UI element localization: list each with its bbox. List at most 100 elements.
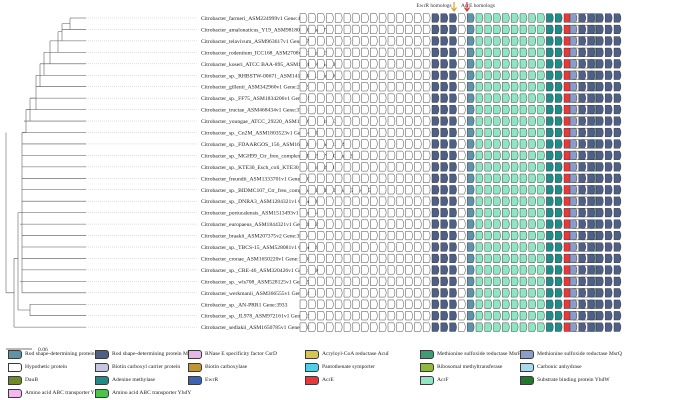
gene-arrow bbox=[484, 47, 492, 57]
gene-arrow bbox=[361, 105, 369, 115]
gene-arrow bbox=[387, 208, 396, 218]
gene-arrow bbox=[431, 311, 440, 321]
gene-arrow bbox=[326, 36, 334, 46]
gene-arrow bbox=[466, 47, 475, 57]
gene-arrow bbox=[396, 208, 404, 218]
gene-arrow bbox=[378, 82, 387, 92]
gene-arrow bbox=[537, 265, 545, 275]
gene-arrow bbox=[449, 322, 457, 332]
legend-label: Biotin carboxylase bbox=[205, 364, 248, 370]
gene-arrow bbox=[554, 82, 563, 92]
gene-arrow bbox=[587, 299, 595, 309]
gene-arrow bbox=[546, 311, 554, 321]
gene-arrow bbox=[326, 13, 334, 23]
gene-arrow bbox=[387, 219, 396, 229]
gene-arrow bbox=[510, 127, 519, 138]
gene-arrow bbox=[370, 288, 378, 298]
gene-arrow bbox=[361, 253, 369, 263]
gene-arrow bbox=[352, 299, 360, 309]
gene-arrow bbox=[587, 265, 595, 275]
gene-arrow bbox=[569, 311, 578, 321]
gene-arrow bbox=[378, 150, 387, 160]
gene-arrow bbox=[405, 82, 413, 92]
gene-arrow bbox=[440, 47, 448, 57]
gene-arrow bbox=[587, 322, 595, 332]
gene-arrow bbox=[502, 173, 510, 183]
gene-arrow bbox=[352, 24, 360, 34]
gene-arrow bbox=[317, 59, 325, 69]
gene-arrow bbox=[299, 219, 308, 229]
gene-arrow bbox=[414, 299, 422, 309]
gene-arrow bbox=[604, 162, 613, 172]
gene-arrow bbox=[596, 219, 604, 229]
gene-arrow bbox=[431, 162, 440, 172]
gene-arrow bbox=[578, 105, 586, 115]
gene-arrow bbox=[484, 82, 492, 92]
gene-arrow bbox=[431, 150, 440, 160]
gene-arrow bbox=[396, 24, 404, 34]
gene-arrow bbox=[484, 70, 492, 80]
gene-arrow bbox=[308, 24, 316, 34]
gene-arrow bbox=[484, 24, 492, 34]
gene-arrow bbox=[343, 139, 352, 149]
gene-arrow bbox=[519, 322, 528, 332]
gene-arrow bbox=[440, 59, 448, 69]
gene-arrow bbox=[466, 196, 475, 206]
gene-arrow bbox=[431, 253, 440, 263]
gene-arrow bbox=[466, 36, 475, 46]
gene-arrow bbox=[484, 36, 492, 46]
gene-arrow bbox=[308, 82, 316, 92]
gene-arrow bbox=[326, 265, 334, 275]
gene-arrow bbox=[396, 311, 404, 321]
gene-arrow bbox=[613, 70, 622, 80]
gene-arrow bbox=[596, 70, 604, 80]
gene-arrow bbox=[546, 82, 554, 92]
gene-arrow bbox=[326, 47, 334, 57]
gene-arrow bbox=[317, 13, 325, 23]
legend-label: Ribosomal methyltransferase bbox=[437, 364, 503, 370]
gene-arrow bbox=[308, 276, 316, 286]
gene-arrow bbox=[510, 299, 519, 309]
gene-arrow bbox=[370, 139, 378, 149]
gene-arrow bbox=[352, 322, 360, 332]
gene-arrow bbox=[578, 47, 586, 57]
gene-arrow bbox=[299, 299, 308, 309]
gene-arrow bbox=[378, 59, 387, 69]
gene-arrow bbox=[587, 311, 595, 321]
gene-arrow bbox=[475, 231, 484, 241]
gene-arrow bbox=[299, 265, 308, 275]
gene-arrow bbox=[343, 322, 352, 332]
gene-arrow bbox=[370, 311, 378, 321]
legend-label: Adenine methylase bbox=[112, 377, 156, 383]
legend-swatch bbox=[95, 362, 109, 372]
ewrr-arrow-icon bbox=[451, 2, 457, 13]
gene-arrow bbox=[537, 93, 545, 103]
gene-arrow bbox=[613, 162, 622, 172]
gene-arrow bbox=[343, 24, 352, 34]
gene-arrow bbox=[510, 265, 519, 275]
legend-swatch bbox=[520, 349, 534, 359]
gene-arrow bbox=[466, 150, 475, 160]
gene-arrow bbox=[334, 231, 343, 241]
gene-arrow bbox=[458, 231, 466, 241]
gene-arrow bbox=[528, 265, 536, 275]
gene-arrow bbox=[422, 219, 431, 229]
gene-arrow bbox=[343, 13, 352, 23]
gene-arrow bbox=[414, 265, 422, 275]
gene-arrow bbox=[396, 173, 404, 183]
gene-arrow bbox=[299, 13, 308, 23]
gene-arrow bbox=[378, 219, 387, 229]
gene-arrow bbox=[414, 127, 422, 138]
gene-arrow bbox=[343, 93, 352, 103]
gene-arrow bbox=[308, 253, 316, 263]
gene-arrow bbox=[578, 253, 586, 263]
gene-arrow bbox=[519, 253, 528, 263]
gene-arrow bbox=[613, 13, 622, 23]
gene-arrow bbox=[326, 311, 334, 321]
gene-arrow bbox=[449, 173, 457, 183]
legend-swatch bbox=[95, 349, 109, 359]
gene-arrow bbox=[613, 185, 622, 195]
gene-arrow bbox=[510, 242, 519, 252]
gene-arrow bbox=[422, 162, 431, 172]
gene-arrow bbox=[554, 70, 563, 80]
